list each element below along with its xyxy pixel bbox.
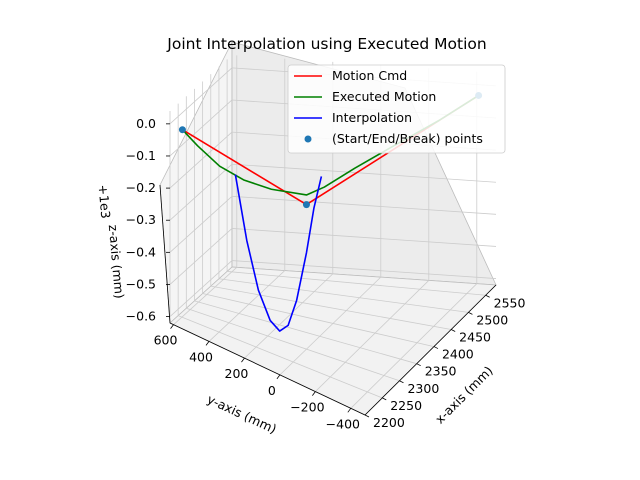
z-tick-label: −0.3 <box>126 212 156 227</box>
y-gridline-floor <box>350 283 478 409</box>
y-tick-mark <box>205 341 210 346</box>
x-tick-label: 2350 <box>425 364 457 379</box>
y-tick-label: 0 <box>268 383 276 398</box>
x-tick-mark <box>416 363 421 367</box>
x-tick-mark <box>433 346 439 349</box>
x-tick-mark <box>485 294 490 298</box>
ticks: 2200 2250 2300 2350 2400 2450 2500 2550 −400−200… <box>126 116 526 431</box>
x-tick-label: 2550 <box>494 295 526 310</box>
y-gridline-floor <box>208 270 286 342</box>
x-gridline-floor <box>227 271 486 296</box>
x-gridline-floor <box>194 300 417 365</box>
y-gridline-floor <box>244 273 334 359</box>
z-gridline-left <box>169 260 233 317</box>
z-gridline-back <box>231 260 497 279</box>
x-axis-line <box>364 284 497 416</box>
z-gridline-back <box>231 228 497 247</box>
x-tick-mark <box>364 414 370 418</box>
y-tick-mark <box>312 391 316 396</box>
chart-title: Joint Interpolation using Executed Motio… <box>166 35 486 53</box>
z-gridline-left <box>169 67 233 125</box>
z-offset-label: +1e3 <box>96 184 114 219</box>
legend-box <box>287 64 506 154</box>
legend-swatch-points <box>304 135 312 143</box>
z-gridline-back <box>231 195 497 215</box>
x-tick-mark <box>382 397 387 401</box>
z-tick-label: −0.4 <box>126 244 156 259</box>
y-tick-label: 600 <box>154 333 178 348</box>
legend: Motion Cmd Executed Motion Interpolation… <box>287 64 506 154</box>
y-tick-mark <box>347 408 352 413</box>
x-tick-label: 2250 <box>390 398 422 413</box>
z-gridline-left <box>169 131 233 189</box>
z-gridline-left <box>169 228 233 285</box>
z-gridline-left <box>169 196 233 253</box>
x-tick-label: 2500 <box>476 312 508 327</box>
y-tick-mark <box>170 324 174 329</box>
y-gridline-floor <box>279 276 382 376</box>
x-gridline-floor <box>186 307 400 382</box>
x-tick-mark <box>451 329 456 332</box>
gridlines <box>169 55 497 416</box>
z-gridline-back <box>231 163 497 183</box>
z-gridline-left <box>169 99 233 157</box>
y-tick-mark <box>241 357 245 363</box>
x-tick-mark <box>468 312 473 315</box>
y-tick-label: −200 <box>290 400 324 415</box>
y-gridline-floor <box>173 267 238 325</box>
z-tick-label: −0.6 <box>126 309 156 324</box>
z-tick-label: −0.1 <box>126 148 156 163</box>
z-axis-line <box>159 184 171 324</box>
legend-label-executed-motion: Executed Motion <box>332 89 436 104</box>
y-tick-label: 200 <box>225 366 249 381</box>
y-tick-label: 400 <box>189 349 213 364</box>
scatter-point <box>178 126 186 134</box>
legend-label-interpolation: Interpolation <box>332 110 412 125</box>
x-gridline-floor <box>202 293 435 347</box>
x-tick-label: 2400 <box>442 347 474 362</box>
legend-label-points: (Start/End/Break) points <box>332 131 483 146</box>
z-gridline-left <box>169 163 233 221</box>
legend-label-motion-cmd: Motion Cmd <box>332 68 407 83</box>
y-axis-line <box>169 322 366 416</box>
x-gridline-floor <box>178 315 383 399</box>
x-gridline-floor <box>210 285 452 330</box>
y-tick-label: −400 <box>326 416 360 431</box>
y-tick-mark <box>276 374 281 380</box>
z-tick-label: −0.5 <box>126 276 156 291</box>
z-tick-label: 0.0 <box>136 116 156 131</box>
x-tick-label: 2200 <box>373 415 405 430</box>
x-tick-label: 2450 <box>459 329 491 344</box>
z-tick-label: −0.2 <box>126 180 156 195</box>
series-line-interpolation <box>234 174 323 332</box>
scatter-point <box>302 201 310 209</box>
x-tick-mark <box>399 380 404 384</box>
z-axis-label: z-axis (mm) <box>106 224 127 299</box>
x-gridline-floor <box>218 278 469 313</box>
x-tick-label: 2300 <box>407 381 439 396</box>
y-gridline-floor <box>315 280 430 392</box>
